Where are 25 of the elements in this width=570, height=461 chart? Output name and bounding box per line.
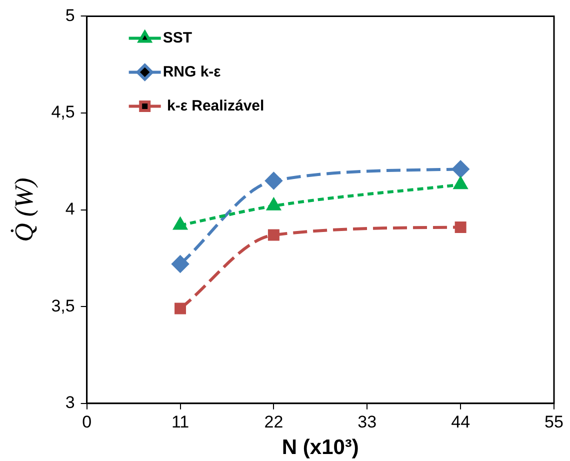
- y-tick-label: 4,5: [51, 102, 75, 122]
- y-tick-label: 4: [65, 199, 75, 218]
- y-tick-label: 5: [65, 6, 75, 25]
- point: [454, 221, 466, 233]
- x-tick-label: 11: [171, 412, 190, 432]
- x-tick-label: 33: [358, 412, 377, 432]
- x-tick-label: 44: [451, 412, 470, 432]
- y-tick-label: 3: [65, 393, 75, 412]
- y-tick-label: 3,5: [51, 296, 75, 316]
- point: [267, 198, 280, 210]
- point: [268, 229, 280, 241]
- point: [452, 160, 470, 178]
- point: [265, 172, 282, 190]
- legend-label: RNG k-ε: [162, 63, 221, 80]
- point: [174, 218, 187, 230]
- x-tick-label: 0: [82, 412, 92, 432]
- x-axis-title: N (x10³): [282, 436, 359, 460]
- legend-label: k-ε Realizável: [162, 97, 264, 114]
- point: [174, 302, 186, 314]
- x-tick-label: 55: [544, 412, 564, 432]
- point: [454, 177, 468, 190]
- legend-label: SST: [162, 29, 192, 46]
- y-axis-title: Q̇ (W): [9, 178, 38, 242]
- x-tick-label: 22: [264, 412, 284, 432]
- point: [172, 256, 189, 273]
